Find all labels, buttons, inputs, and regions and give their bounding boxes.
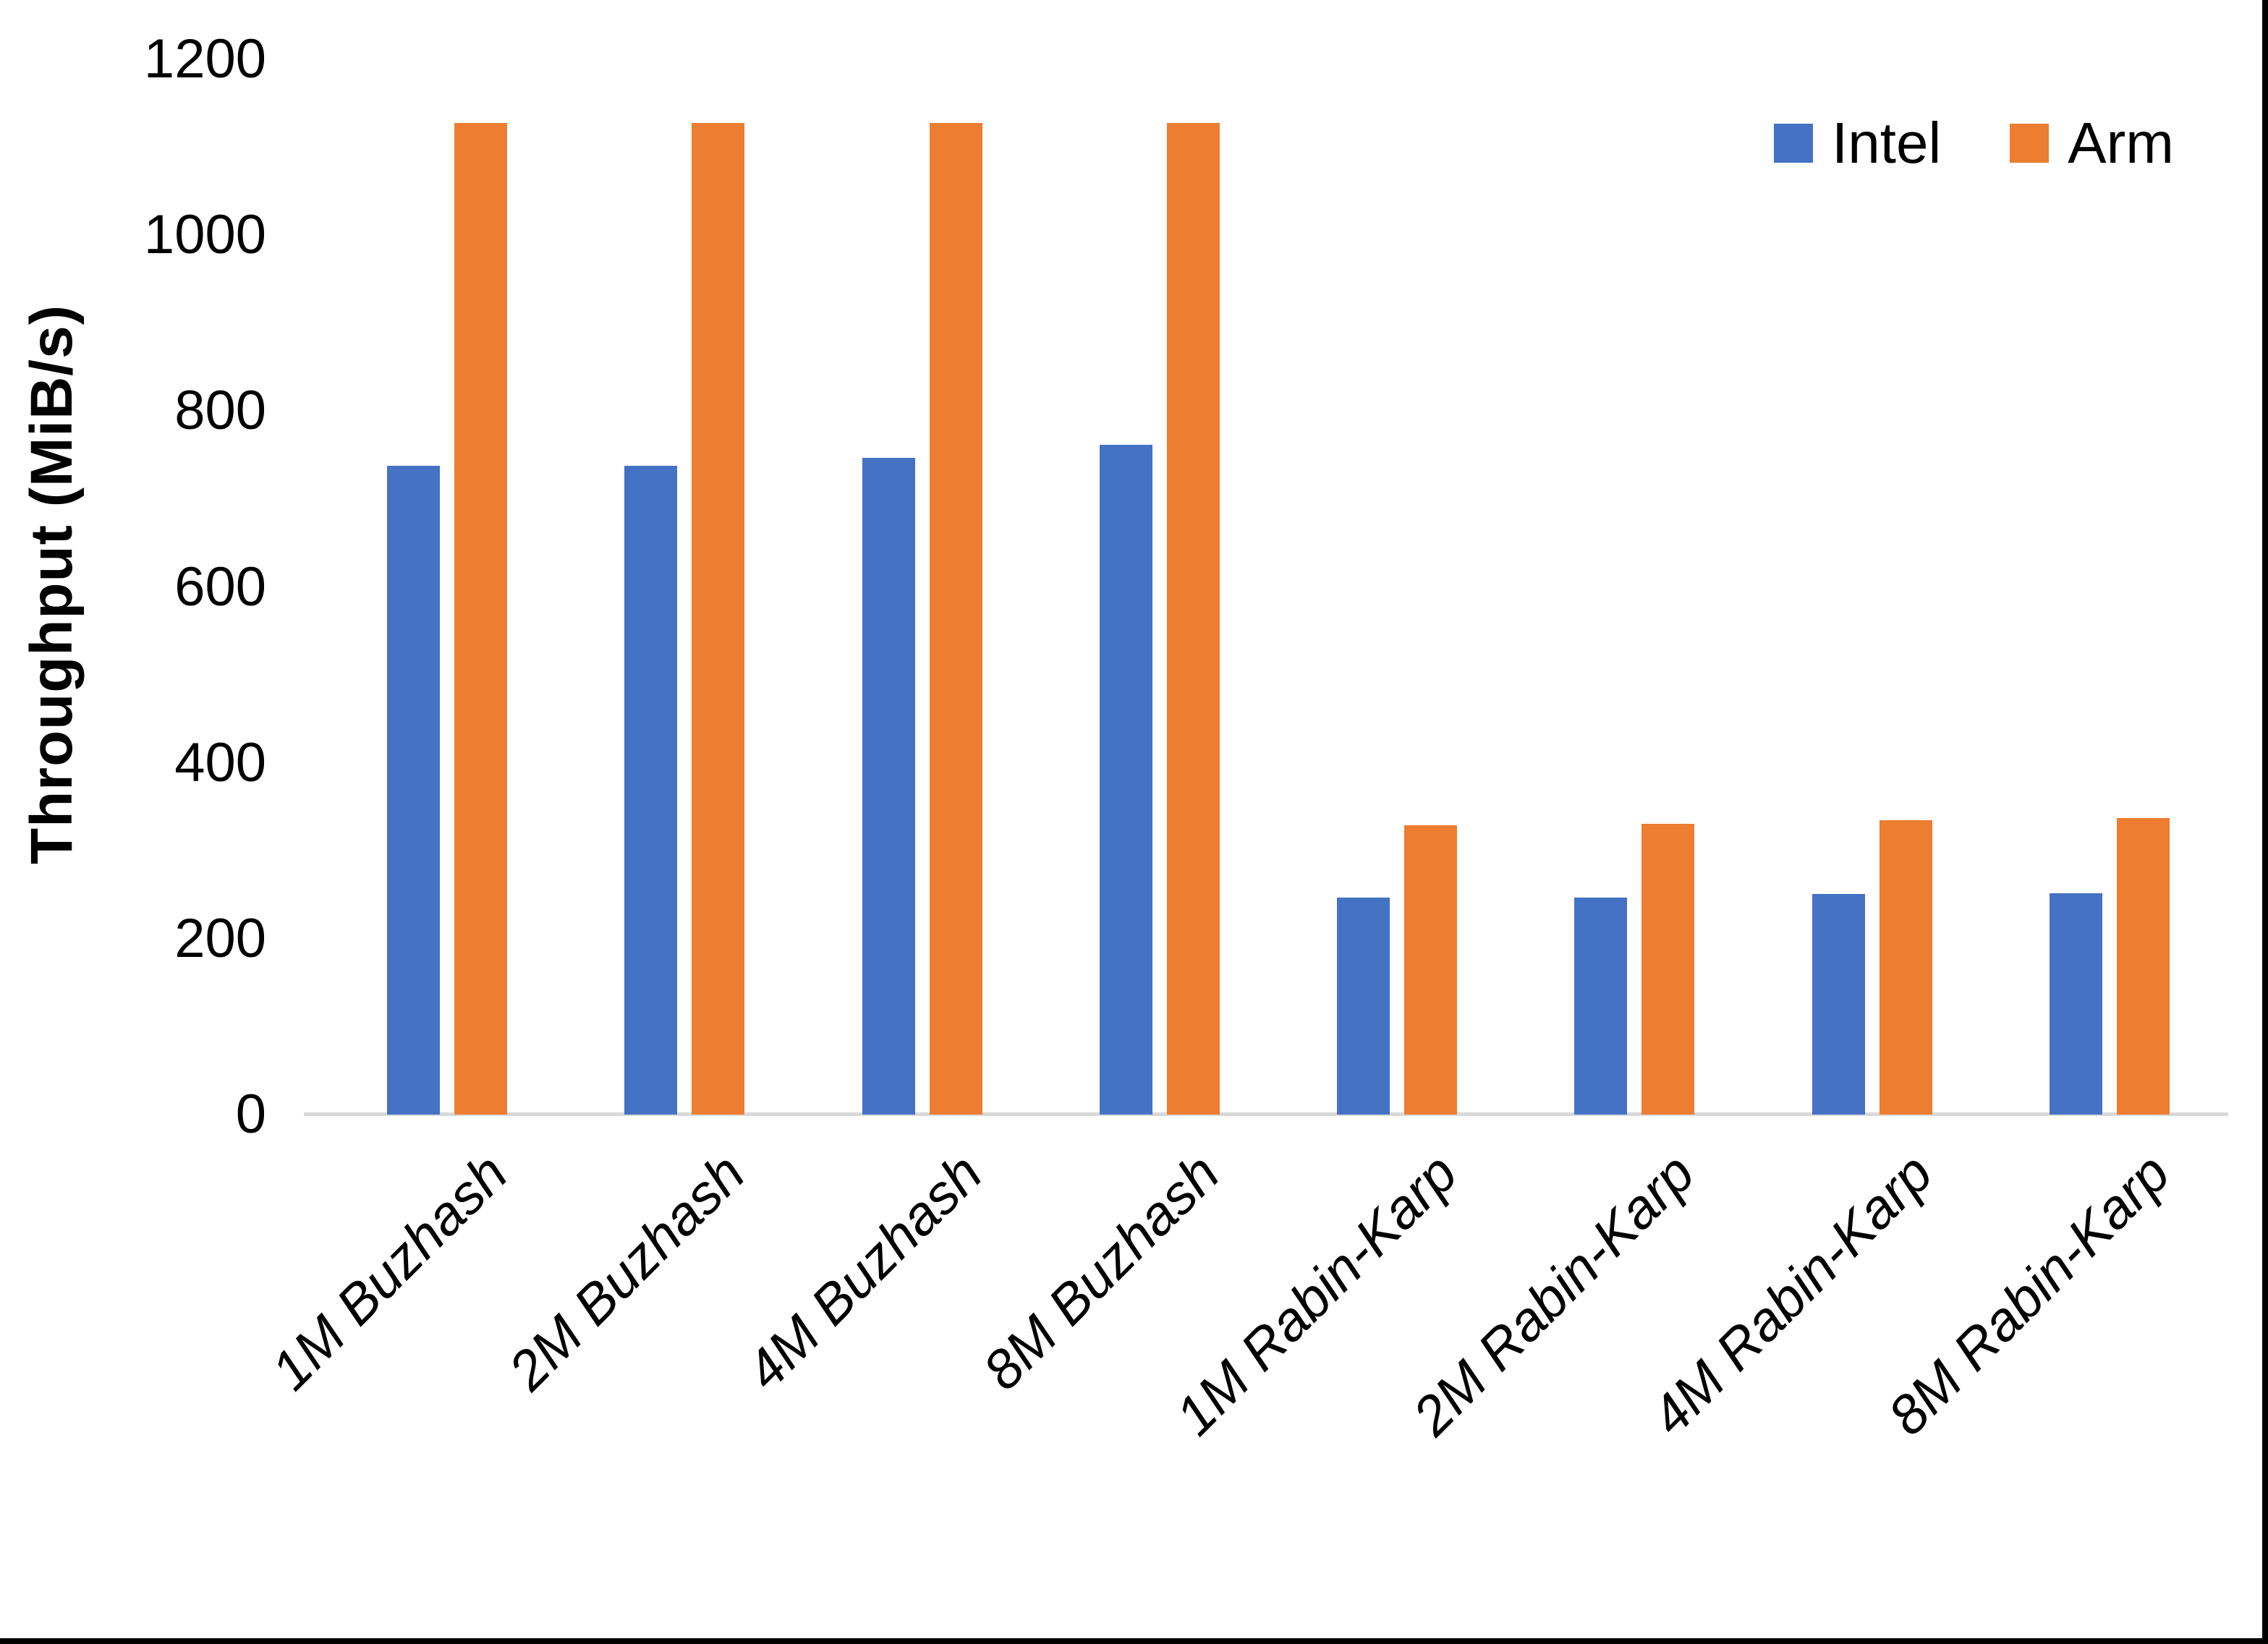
x-axis-category-label: 4M Buzhash bbox=[734, 1142, 995, 1402]
legend: Intel Arm bbox=[1774, 114, 2174, 172]
bar-arm-1m-rabin-karp bbox=[1404, 825, 1458, 1115]
bar-group bbox=[1041, 59, 1278, 1115]
bar-intel-4m-rabin-karp bbox=[1812, 893, 1865, 1115]
bar-arm-2m-rabin-karp bbox=[1641, 823, 1695, 1115]
bar-intel-1m-rabin-karp bbox=[1337, 897, 1390, 1115]
x-axis-category-label: 1M Buzhash bbox=[259, 1142, 519, 1402]
bar-group bbox=[328, 59, 566, 1115]
y-tick-label: 1000 bbox=[143, 204, 266, 266]
bar-arm-2m-buzhash bbox=[692, 122, 745, 1115]
bar-arm-1m-buzhash bbox=[454, 122, 508, 1115]
bar-group bbox=[1754, 59, 1991, 1115]
bar-arm-8m-rabin-karp bbox=[2116, 818, 2170, 1115]
bar-group bbox=[804, 59, 1041, 1115]
y-tick-label: 0 bbox=[235, 1083, 266, 1145]
legend-item-arm: Arm bbox=[2010, 114, 2174, 172]
bar-group bbox=[566, 59, 803, 1115]
y-tick-label: 1200 bbox=[143, 28, 266, 90]
bar-intel-1m-buzhash bbox=[387, 465, 441, 1115]
x-axis-line bbox=[304, 1112, 2228, 1116]
bar-intel-4m-buzhash bbox=[862, 457, 915, 1115]
bar-arm-8m-buzhash bbox=[1166, 122, 1220, 1115]
bar-group bbox=[1278, 59, 1516, 1115]
bar-intel-2m-buzhash bbox=[624, 465, 678, 1115]
bar-group bbox=[1991, 59, 2228, 1115]
bar-intel-8m-rabin-karp bbox=[2049, 893, 2102, 1115]
screenshot-right-border bbox=[2262, 0, 2268, 1644]
bar-arm-4m-rabin-karp bbox=[1879, 819, 1932, 1115]
legend-swatch-arm bbox=[2010, 124, 2050, 163]
bar-arm-4m-buzhash bbox=[929, 122, 982, 1115]
y-tick-label: 400 bbox=[174, 731, 266, 793]
legend-swatch-intel bbox=[1774, 124, 1813, 163]
y-tick-label: 200 bbox=[174, 907, 266, 969]
legend-label-arm: Arm bbox=[2068, 111, 2174, 175]
bar-intel-2m-rabin-karp bbox=[1574, 897, 1628, 1115]
legend-label-intel: Intel bbox=[1832, 111, 1942, 175]
bar-group bbox=[1516, 59, 1753, 1115]
legend-item-intel: Intel bbox=[1774, 114, 1941, 172]
screenshot-bottom-border bbox=[0, 1638, 2268, 1644]
x-axis-category-label: 2M Buzhash bbox=[496, 1142, 757, 1402]
plot-area bbox=[328, 59, 2228, 1115]
x-axis-category-label: 8M Buzhash bbox=[972, 1142, 1232, 1402]
y-tick-label: 600 bbox=[174, 555, 266, 618]
bar-intel-8m-buzhash bbox=[1099, 444, 1152, 1115]
y-tick-label: 800 bbox=[174, 380, 266, 442]
